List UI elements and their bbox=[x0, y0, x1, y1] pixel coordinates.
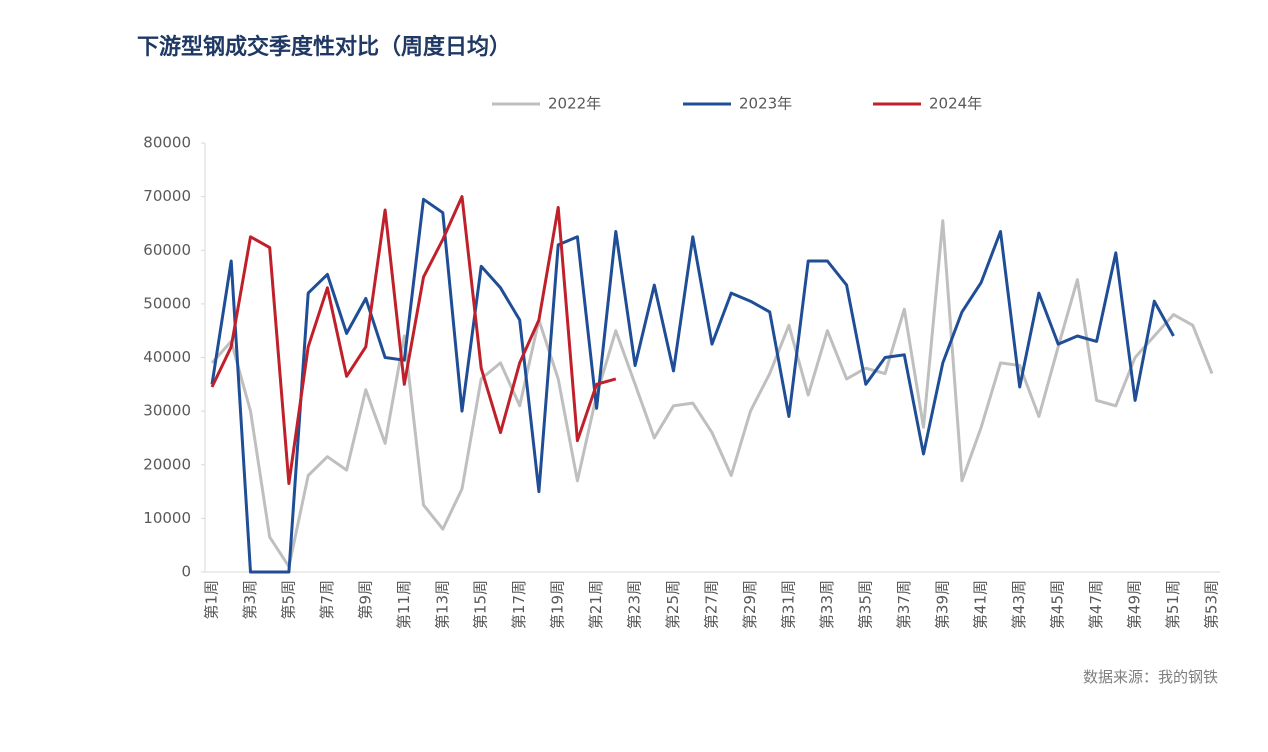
x-tick-label: 第21周 bbox=[587, 580, 605, 629]
y-tick-label: 20000 bbox=[143, 455, 191, 473]
x-tick-label: 第43周 bbox=[1010, 580, 1028, 629]
x-tick-label: 第25周 bbox=[664, 580, 682, 629]
x-tick-label: 第17周 bbox=[510, 580, 528, 629]
series-line bbox=[210, 219, 1214, 569]
x-tick-label: 第39周 bbox=[933, 580, 951, 629]
source-note: 数据来源：我的钢铁 bbox=[1083, 668, 1218, 686]
x-tick-label: 第35周 bbox=[856, 580, 874, 629]
legend-label: 2022年 bbox=[548, 95, 601, 113]
x-tick-label: 第13周 bbox=[433, 580, 451, 629]
y-tick-label: 50000 bbox=[143, 294, 191, 312]
legend-label: 2023年 bbox=[739, 95, 792, 113]
x-tick-label: 第23周 bbox=[626, 580, 644, 629]
y-tick-label: 70000 bbox=[143, 187, 191, 205]
y-tick-label: 60000 bbox=[143, 241, 191, 259]
x-tick-label: 第19周 bbox=[549, 580, 567, 629]
y-tick-label: 30000 bbox=[143, 402, 191, 420]
x-tick-label: 第29周 bbox=[741, 580, 759, 629]
x-tick-label: 第27周 bbox=[703, 580, 721, 629]
x-tick-label: 第31周 bbox=[779, 580, 797, 629]
x-tick-label: 第47周 bbox=[1087, 580, 1105, 629]
y-tick-label: 0 bbox=[181, 563, 191, 581]
x-tick-label: 第45周 bbox=[1049, 580, 1067, 629]
y-tick-label: 40000 bbox=[143, 348, 191, 366]
x-tick-label: 第15周 bbox=[472, 580, 490, 629]
x-tick-label: 第9周 bbox=[356, 580, 374, 620]
series-line bbox=[210, 197, 1175, 574]
x-tick-label: 第5周 bbox=[279, 580, 297, 620]
y-tick-label: 80000 bbox=[143, 134, 191, 152]
y-tick-label: 10000 bbox=[143, 509, 191, 527]
x-tick-label: 第7周 bbox=[318, 580, 336, 620]
chart-title: 下游型钢成交季度性对比（周度日均） bbox=[137, 34, 511, 60]
legend-label: 2024年 bbox=[929, 95, 982, 113]
x-tick-label: 第1周 bbox=[203, 580, 221, 620]
x-tick-label: 第41周 bbox=[972, 580, 990, 629]
x-tick-label: 第11周 bbox=[395, 580, 413, 629]
x-tick-label: 第53周 bbox=[1203, 580, 1221, 629]
x-tick-label: 第33周 bbox=[818, 580, 836, 629]
x-tick-label: 第3周 bbox=[241, 580, 259, 620]
x-tick-label: 第51周 bbox=[1164, 580, 1182, 629]
series-line bbox=[210, 195, 617, 485]
x-tick-label: 第49周 bbox=[1126, 580, 1144, 629]
x-tick-label: 第37周 bbox=[895, 580, 913, 629]
